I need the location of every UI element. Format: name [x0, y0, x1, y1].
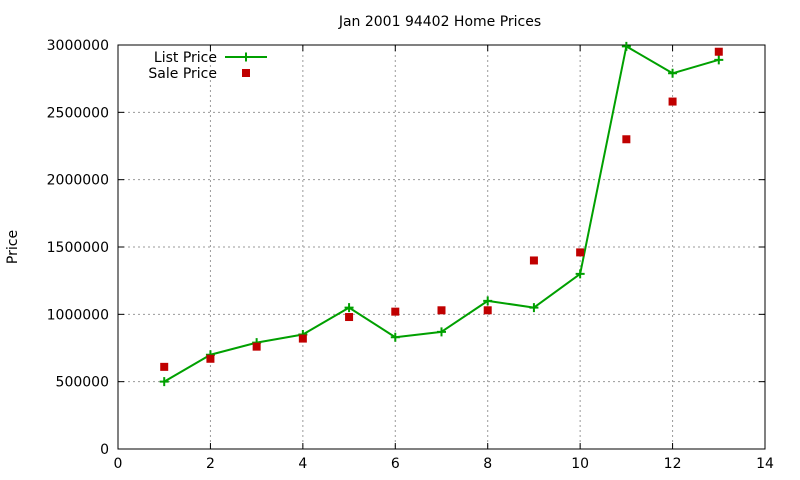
- sale-price-point: [576, 248, 585, 257]
- list-price-point: [668, 68, 678, 78]
- series-layer: [159, 41, 724, 387]
- y-axis-label: Price: [5, 230, 21, 264]
- series-list-price: [159, 41, 724, 387]
- sale-price-point: [391, 307, 400, 316]
- x-tick-label: 6: [391, 456, 400, 472]
- sale-price-point: [483, 306, 492, 315]
- series-sale-price: [160, 47, 723, 371]
- sale-price-point: [529, 256, 538, 265]
- y-tick-label: 500000: [56, 375, 109, 391]
- list-price-point: [437, 327, 446, 337]
- sale-price-point: [622, 135, 631, 144]
- axis-ticks: [117, 44, 766, 450]
- sale-price-point: [345, 313, 354, 322]
- sale-price-point: [206, 354, 215, 363]
- list-price-point: [575, 269, 585, 279]
- legend-square-swatch: [242, 69, 250, 77]
- list-price-point: [529, 303, 539, 313]
- x-tick-label: 2: [206, 456, 215, 472]
- legend-label: Sale Price: [148, 66, 217, 82]
- list-price-point: [714, 55, 724, 65]
- tick-labels: 0 2 4 6 8 10 12 14 0 500000 1000000 1500000 2000000 2…: [47, 38, 774, 472]
- sale-price-point: [160, 362, 169, 371]
- x-tick-label: 8: [483, 456, 492, 472]
- x-tick-label: 14: [756, 456, 774, 472]
- y-tick-label: 2500000: [47, 105, 109, 121]
- x-tick-label: 12: [664, 456, 682, 472]
- y-tick-label: 1000000: [47, 307, 109, 323]
- y-tick-label: 2000000: [47, 173, 109, 189]
- chart-title: Jan 2001 94402 Home Prices: [338, 14, 541, 30]
- list-price-point: [621, 41, 631, 51]
- x-tick-label: 4: [298, 456, 307, 472]
- sale-price-point: [298, 334, 307, 343]
- list-price-point: [344, 303, 354, 313]
- legend-plus-swatch: [241, 52, 251, 62]
- plot-frame: [117, 44, 766, 450]
- legend-label: List Price: [154, 50, 217, 66]
- sale-price-point: [668, 97, 677, 106]
- list-price-point: [483, 296, 493, 306]
- y-tick-label: 0: [100, 442, 109, 458]
- x-tick-label: 0: [114, 456, 123, 472]
- sale-price-point: [437, 306, 446, 315]
- grid-lines: [118, 45, 765, 449]
- y-tick-label: 1500000: [47, 240, 109, 256]
- sale-price-point: [714, 47, 723, 56]
- sale-price-point: [252, 342, 261, 351]
- x-tick-label: 10: [571, 456, 589, 472]
- y-tick-label: 3000000: [47, 38, 109, 54]
- list-price-point: [159, 377, 169, 387]
- list-price-point: [390, 332, 400, 342]
